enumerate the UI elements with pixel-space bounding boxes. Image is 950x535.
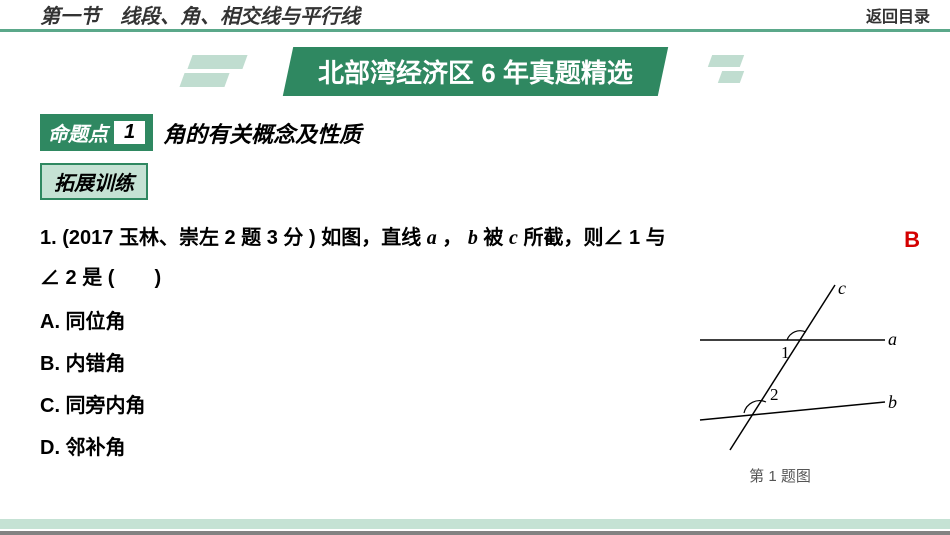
label-a: a	[888, 329, 897, 349]
figure-caption: 第 1 题图	[660, 465, 900, 486]
var-a: a	[427, 227, 437, 249]
answer-mark: B	[904, 218, 920, 262]
stem-prefix: 1. (2017 玉林、崇左 2 题 3 分 ) 如图，直线	[40, 227, 427, 249]
header-bar: 第一节 线段、角、相交线与平行线 返回目录	[0, 0, 950, 32]
main-banner: 北部湾经济区 6 年真题精选	[282, 47, 667, 96]
var-b: b	[468, 227, 478, 249]
label-angle1: 1	[781, 343, 790, 362]
stem-mid1: ，	[437, 227, 468, 249]
stem-mid3: 所截，则∠ 1 与	[518, 227, 666, 249]
var-c: c	[509, 227, 518, 249]
topic-number: 1	[114, 121, 145, 144]
banner-left-stripes	[190, 55, 250, 87]
label-angle2: 2	[770, 385, 779, 404]
label-c: c	[838, 280, 846, 298]
topic-row: 命题点 1 角的有关概念及性质	[40, 114, 950, 151]
topic-tag-label: 命题点	[48, 118, 108, 147]
banner-right-stripes	[710, 55, 750, 87]
section-title: 第一节 线段、角、相交线与平行线	[40, 0, 360, 29]
stem-mid2: 被	[478, 227, 509, 249]
footer-bar-light	[0, 519, 950, 529]
footer-bar-dark	[0, 531, 950, 535]
banner-text: 北部湾经济区 6 年真题精选	[318, 53, 633, 90]
label-b: b	[888, 392, 897, 412]
topic-title: 角的有关概念及性质	[163, 117, 361, 149]
return-link[interactable]: 返回目录	[866, 3, 930, 27]
topic-tag: 命题点 1	[40, 114, 153, 151]
question-figure: c a b 1 2 第 1 题图	[660, 280, 900, 480]
practice-tag: 拓展训练	[40, 163, 148, 200]
geometry-diagram: c a b 1 2	[660, 280, 900, 455]
banner-wrap: 北部湾经济区 6 年真题精选	[0, 47, 950, 96]
question-stem: 1. (2017 玉林、崇左 2 题 3 分 ) 如图，直线 a ， b 被 c…	[40, 218, 910, 258]
